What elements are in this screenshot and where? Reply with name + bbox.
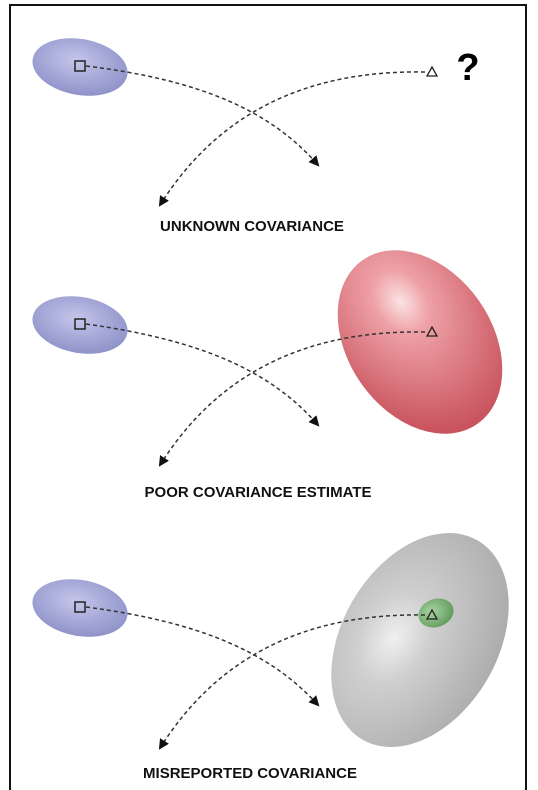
square-marker [74,318,86,330]
panel-label: UNKNOWN COVARIANCE [160,218,344,235]
square-marker [74,601,86,613]
triangle-marker [425,65,439,77]
blue-ellipse [32,38,128,96]
panel-label: MISREPORTED COVARIANCE [143,765,357,782]
blue-ellipse [32,296,128,354]
green-ellipse [418,598,454,628]
dashed-arrow [158,331,426,467]
question-mark: ? [456,47,479,89]
triangle-marker [425,608,439,620]
triangle-marker [425,325,439,337]
dashed-arrow [158,71,426,207]
blue-ellipse [32,579,128,637]
gray-ellipse [331,533,509,747]
panel-label: POOR COVARIANCE ESTIMATE [145,484,372,501]
red-ellipse [337,250,503,434]
dashed-arrow [158,614,426,750]
frame [9,4,527,790]
panel: POOR COVARIANCE ESTIMATE [32,250,503,501]
square-marker [74,60,86,72]
panel: ? UNKNOWN COVARIANCE [32,38,480,235]
panel: MISREPORTED COVARIANCE [32,533,509,782]
